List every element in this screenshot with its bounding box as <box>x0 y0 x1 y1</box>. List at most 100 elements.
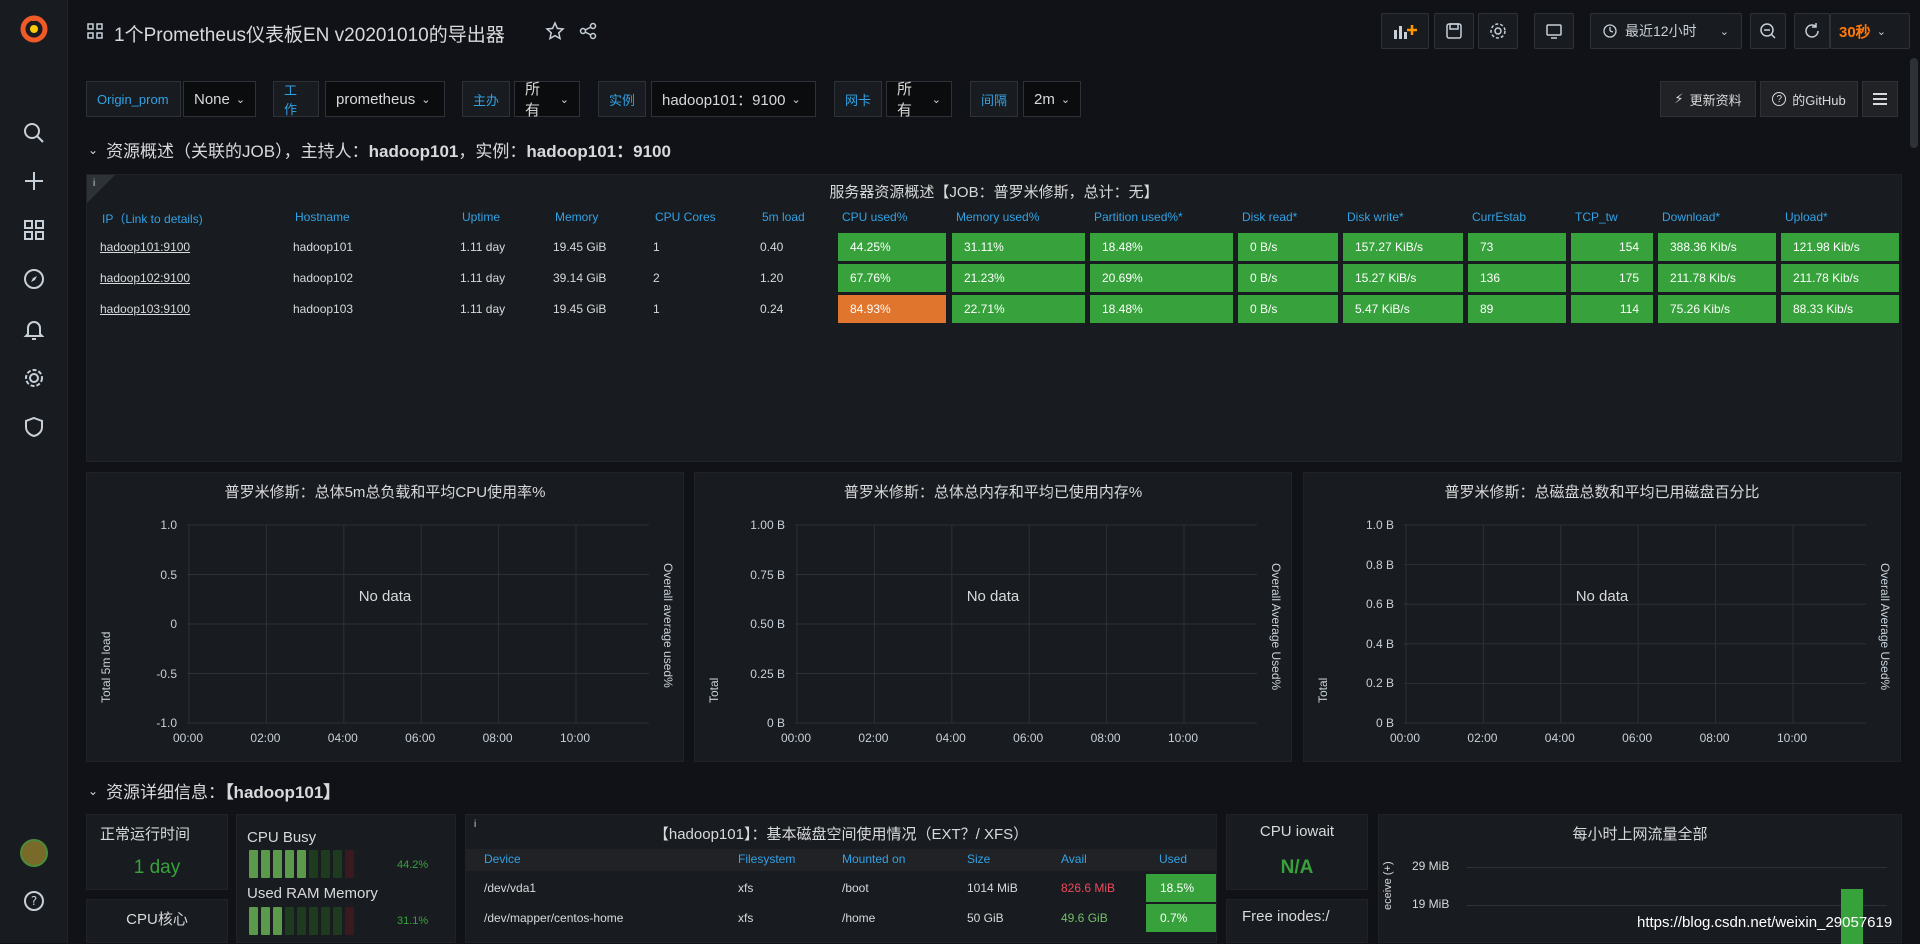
variable-value: hadoop101：9100 <box>662 91 786 109</box>
disk-table-header[interactable]: Filesystem <box>738 852 796 866</box>
table-header-cell[interactable]: CPU Cores <box>655 210 716 224</box>
row-resource-overview[interactable]: ⌄ 资源概述（关联的JOB），主持人：hadoop101，实例：hadoop10… <box>88 137 671 162</box>
view-mode-button[interactable] <box>1534 13 1574 49</box>
table-header-cell[interactable]: TCP_tw <box>1575 210 1618 224</box>
gauge-segment <box>321 907 330 935</box>
y-tick-label: 0.8 B <box>1365 557 1394 572</box>
panel-title[interactable]: 普罗米修斯：总体总内存和平均已使用内存% <box>843 484 1143 501</box>
table-cell: 0 B/s <box>1238 233 1338 261</box>
disk-table-header[interactable]: Avail <box>1061 852 1087 866</box>
update-data-link[interactable]: ⚡ 更新资料 <box>1660 81 1756 117</box>
y-tick-label: 0 B <box>766 716 785 730</box>
disk-table-header[interactable]: Used <box>1159 852 1188 866</box>
time-range-picker[interactable]: 最近12小时 ⌄ <box>1590 13 1742 49</box>
table-header-cell[interactable]: Hostname <box>295 210 350 224</box>
alerting-bell-icon[interactable] <box>19 314 49 344</box>
table-header-cell[interactable]: IP（Link to details) <box>102 212 203 226</box>
chart-grid <box>187 524 649 724</box>
disk-usage-table-panel: i 【hadoop101】：基本磁盘空间使用情况（EXT？/ XFS） <box>465 814 1217 943</box>
server-admin-shield-icon[interactable] <box>19 412 49 442</box>
panel-title[interactable]: 服务器资源概述【JOB：普罗米修斯，总计：无】 <box>829 184 1159 201</box>
grafana-logo-icon[interactable] <box>19 14 49 44</box>
variable-select-nic[interactable]: 所有 ⌄ <box>886 81 952 119</box>
right-y-axis-label: Overall average used% <box>661 563 675 688</box>
gauge-segment <box>249 850 258 878</box>
table-header-cell[interactable]: Partition used%* <box>1094 210 1183 224</box>
panel-title[interactable]: 【hadoop101】：基本磁盘空间使用情况（EXT？/ XFS） <box>653 826 1029 843</box>
refresh-interval-label: 30秒 <box>1839 23 1871 41</box>
uptime-panel: 正常运行时间 1 day <box>86 814 228 890</box>
no-data-message: No data <box>1575 588 1629 605</box>
configuration-gear-icon[interactable] <box>19 363 49 393</box>
table-cell: 73 <box>1468 233 1566 261</box>
explore-compass-icon[interactable] <box>19 264 49 294</box>
row-resource-details[interactable]: ⌄ 资源详细信息：【hadoop101】 <box>88 778 340 803</box>
panel-title[interactable]: 普罗米修斯：总磁盘总数和平均已用磁盘百分比 <box>1444 484 1760 501</box>
disk-table-header[interactable]: Device <box>484 852 521 866</box>
right-y-axis-label: Overall Average Used% <box>1878 563 1892 691</box>
dashboards-icon[interactable] <box>19 215 49 245</box>
dashboard-title[interactable]: 1个Prometheus仪表板EN v20201010的导出器 <box>114 25 505 46</box>
panel-title[interactable]: CPU iowait <box>1259 823 1335 840</box>
table-header-cell[interactable]: Download* <box>1662 210 1721 224</box>
host-detail-link[interactable]: hadoop101:9100 <box>100 240 191 254</box>
panel-title[interactable]: CPU核心 <box>126 911 188 928</box>
table-header-cell[interactable]: Disk read* <box>1242 210 1298 224</box>
save-dashboard-button[interactable] <box>1434 13 1474 49</box>
share-icon[interactable] <box>579 22 597 45</box>
table-header-cell[interactable]: CurrEstab <box>1472 210 1527 224</box>
refresh-interval-picker[interactable]: 30秒 ⌄ <box>1830 13 1910 49</box>
variable-select-origin-prom[interactable]: None ⌄ <box>183 81 256 117</box>
user-avatar[interactable] <box>19 838 49 868</box>
panel-title[interactable]: 正常运行时间 <box>100 826 191 843</box>
table-header-cell[interactable]: CPU used% <box>842 210 908 224</box>
scrollbar-thumb[interactable] <box>1910 58 1918 148</box>
chevron-down-icon: ⌄ <box>421 93 431 106</box>
dashboard-settings-button[interactable] <box>1478 13 1518 49</box>
zoom-out-button[interactable] <box>1750 13 1786 49</box>
table-cell: 18.48% <box>1090 295 1233 323</box>
disk-table-header[interactable]: Size <box>967 852 991 866</box>
x-tick-label: 10:00 <box>559 731 590 745</box>
table-header-cell[interactable]: Uptime <box>462 210 501 224</box>
github-link[interactable]: ? 的GitHub <box>1760 81 1858 117</box>
host-detail-link[interactable]: hadoop102:9100 <box>100 271 191 285</box>
panel-title[interactable]: 每小时上网流量全部 <box>1572 826 1708 843</box>
gear-icon <box>1490 23 1506 39</box>
row-title-prefix: 资源概述（关联的JOB），主持人： <box>106 142 369 161</box>
timeseries-chart-panel: 普罗米修斯：总磁盘总数和平均已用磁盘百分比 1.0 B 0.8 B 0.6 B 0.4 … <box>1303 472 1901 762</box>
cpu-busy-bar-gauge <box>249 850 357 883</box>
panel-info-corner-icon[interactable] <box>87 175 115 203</box>
gauge-segment <box>345 907 354 935</box>
plus-icon[interactable] <box>19 166 49 196</box>
panel-title[interactable]: Free inodes:/ <box>1242 908 1330 925</box>
refresh-button[interactable] <box>1794 13 1830 49</box>
table-header-cell[interactable]: Memory <box>555 210 599 224</box>
dashboards-grid-icon[interactable] <box>87 23 103 44</box>
table-header-cell[interactable]: Upload* <box>1785 210 1828 224</box>
table-cell: hadoop101 <box>293 240 354 254</box>
chevron-down-icon: ⌄ <box>235 93 246 106</box>
chevron-down-icon: ⌄ <box>88 142 99 157</box>
disk-table-header[interactable]: Mounted on <box>842 852 906 866</box>
variable-select-instance[interactable]: hadoop101：9100 ⌄ <box>651 81 816 117</box>
bolt-icon: ⚡ <box>1674 91 1684 106</box>
clock-icon <box>1603 24 1617 38</box>
add-panel-button[interactable] <box>1381 13 1429 49</box>
chevron-down-icon: ⌄ <box>791 93 801 106</box>
help-icon[interactable]: ? <box>19 886 49 916</box>
info-icon: i <box>474 819 477 830</box>
table-header-cell[interactable]: Memory used% <box>956 210 1040 224</box>
monitor-icon <box>1546 24 1562 39</box>
variable-select-interval[interactable]: 2m ⌄ <box>1023 81 1081 117</box>
table-cell: 211.78 Kib/s <box>1781 264 1899 292</box>
search-icon[interactable] <box>19 118 49 148</box>
menu-button[interactable] <box>1862 81 1898 117</box>
host-detail-link[interactable]: hadoop103:9100 <box>100 302 191 316</box>
variable-select-host[interactable]: 所有 ⌄ <box>514 81 580 119</box>
variable-select-job[interactable]: prometheus ⌄ <box>325 81 445 117</box>
table-header-cell[interactable]: Disk write* <box>1347 210 1404 224</box>
panel-title[interactable]: 普罗米修斯：总体5m总负载和平均CPU使用率% <box>224 484 546 501</box>
table-header-cell[interactable]: 5m load <box>762 210 805 224</box>
star-icon[interactable] <box>545 21 565 46</box>
